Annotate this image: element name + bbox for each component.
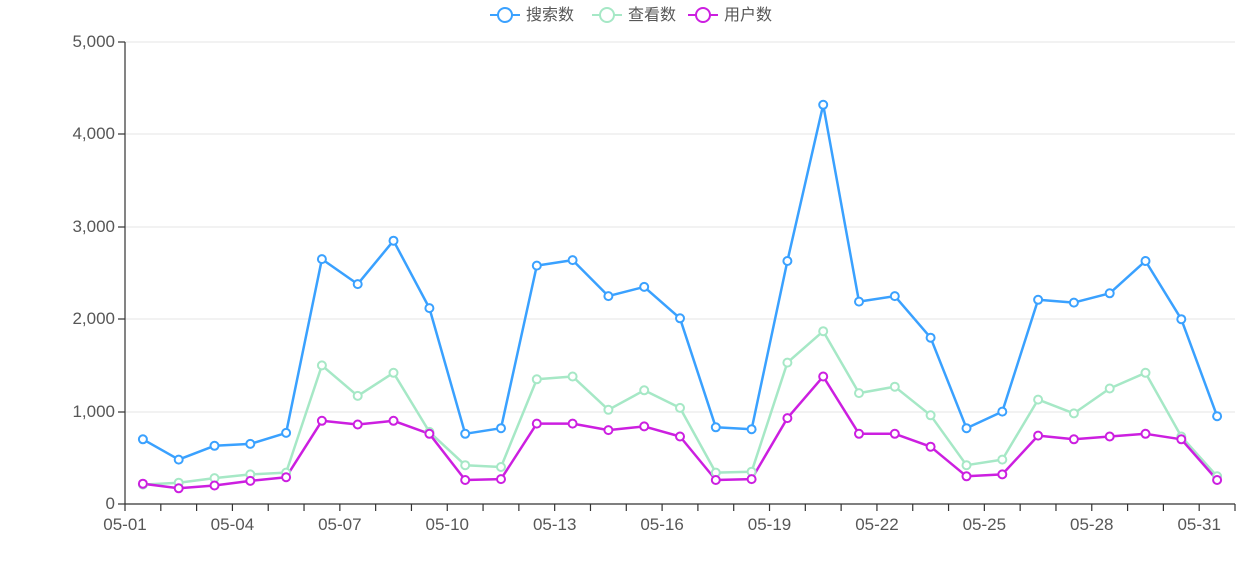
svg-text:2,000: 2,000: [72, 309, 115, 328]
svg-text:05-07: 05-07: [318, 515, 361, 534]
svg-text:05-28: 05-28: [1070, 515, 1113, 534]
svg-text:查看数: 查看数: [628, 6, 676, 24]
svg-text:05-01: 05-01: [103, 515, 146, 534]
svg-text:05-04: 05-04: [211, 515, 254, 534]
svg-text:搜索数: 搜索数: [526, 6, 574, 24]
svg-text:05-22: 05-22: [855, 515, 898, 534]
svg-text:用户数: 用户数: [724, 6, 772, 24]
svg-text:3,000: 3,000: [72, 217, 115, 236]
svg-text:05-10: 05-10: [426, 515, 469, 534]
svg-text:05-31: 05-31: [1177, 515, 1220, 534]
svg-text:05-19: 05-19: [748, 515, 791, 534]
svg-text:05-16: 05-16: [640, 515, 683, 534]
svg-text:05-25: 05-25: [963, 515, 1006, 534]
svg-text:0: 0: [106, 494, 115, 513]
svg-text:1,000: 1,000: [72, 402, 115, 421]
svg-text:4,000: 4,000: [72, 124, 115, 143]
svg-text:05-13: 05-13: [533, 515, 576, 534]
svg-text:5,000: 5,000: [72, 32, 115, 51]
